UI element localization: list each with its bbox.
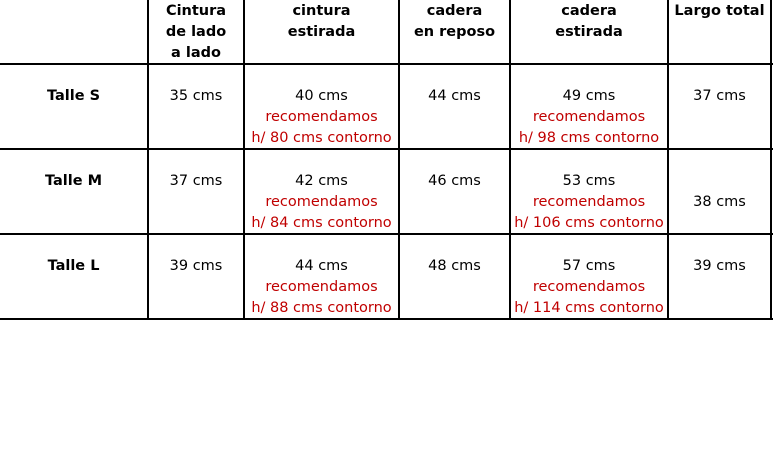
divider [0, 63, 773, 65]
largo-total-value: 37 cms [693, 88, 746, 104]
cintura-recommendation: recomendamos [265, 109, 378, 125]
header-line: a lado [171, 45, 221, 61]
cadera-reposo-value: 48 cms [428, 258, 481, 274]
header-line: estirada [287, 24, 356, 40]
cadera-estirada-cell: 57 cms recomendamos h/ 114 cms contorno [511, 256, 667, 319]
cintura-lado-value: 35 cms [169, 88, 223, 104]
cadera-estirada-value: 57 cms [562, 258, 616, 274]
cadera-estirada-value: 53 cms [562, 173, 616, 189]
cintura-estirada-cell: 42 cms recomendamos h/ 84 cms contorno [245, 171, 398, 234]
divider [0, 233, 773, 235]
header-cintura-estirada: cintura estirada [245, 1, 398, 43]
divider [398, 0, 400, 320]
largo-total-value: 38 cms [693, 194, 746, 210]
header-line: en reposo [413, 24, 496, 40]
header-cadera-estirada: cadera estirada [511, 1, 667, 43]
divider [770, 0, 772, 320]
cadera-recommendation: recomendamos [532, 279, 646, 295]
largo-total-value: 39 cms [693, 258, 746, 274]
cadera-reposo-value: 46 cms [428, 173, 481, 189]
cintura-estirada-value: 42 cms [295, 173, 348, 189]
size-label: Talle M [44, 173, 103, 189]
cintura-contorno: h/ 80 cms contorno [251, 130, 392, 146]
cintura-estirada-cell: 40 cms recomendamos h/ 80 cms contorno [245, 86, 398, 149]
cadera-estirada-cell: 49 cms recomendamos h/ 98 cms contorno [511, 86, 667, 149]
cadera-recommendation: recomendamos [532, 109, 646, 125]
header-line: cadera [426, 3, 483, 19]
header-line: estirada [555, 24, 623, 40]
header-line: Cintura [165, 3, 227, 19]
divider [509, 0, 511, 320]
divider [0, 148, 773, 150]
header-line: cintura [292, 3, 351, 19]
cintura-estirada-value: 40 cms [295, 88, 348, 104]
cadera-recommendation: recomendamos [532, 194, 646, 210]
header-line: Largo total [674, 3, 765, 19]
cintura-recommendation: recomendamos [265, 279, 378, 295]
cadera-contorno: h/ 114 cms contorno [514, 300, 664, 316]
divider [147, 0, 149, 320]
header-cadera-reposo: cadera en reposo [400, 1, 509, 43]
header-cintura-lado: Cintura de lado a lado [149, 1, 243, 64]
cadera-contorno: h/ 98 cms contorno [518, 130, 660, 146]
header-line: cadera [561, 3, 617, 19]
cadera-estirada-value: 49 cms [562, 88, 616, 104]
size-label: Talle S [46, 88, 101, 104]
cintura-estirada-cell: 44 cms recomendamos h/ 88 cms contorno [245, 256, 398, 319]
divider [0, 318, 773, 320]
cadera-reposo-value: 44 cms [428, 88, 481, 104]
cintura-contorno: h/ 88 cms contorno [251, 300, 392, 316]
cintura-lado-value: 37 cms [169, 173, 223, 189]
cadera-estirada-cell: 53 cms recomendamos h/ 106 cms contorno [511, 171, 667, 234]
cintura-contorno: h/ 84 cms contorno [251, 215, 392, 231]
cintura-lado-value: 39 cms [169, 258, 223, 274]
cintura-estirada-value: 44 cms [295, 258, 348, 274]
header-largo-total: Largo total [669, 1, 770, 22]
size-label: Talle L [47, 258, 100, 274]
header-line: de lado [165, 24, 227, 40]
cadera-contorno: h/ 106 cms contorno [514, 215, 664, 231]
divider [667, 0, 669, 320]
cintura-recommendation: recomendamos [265, 194, 378, 210]
divider [243, 0, 245, 320]
